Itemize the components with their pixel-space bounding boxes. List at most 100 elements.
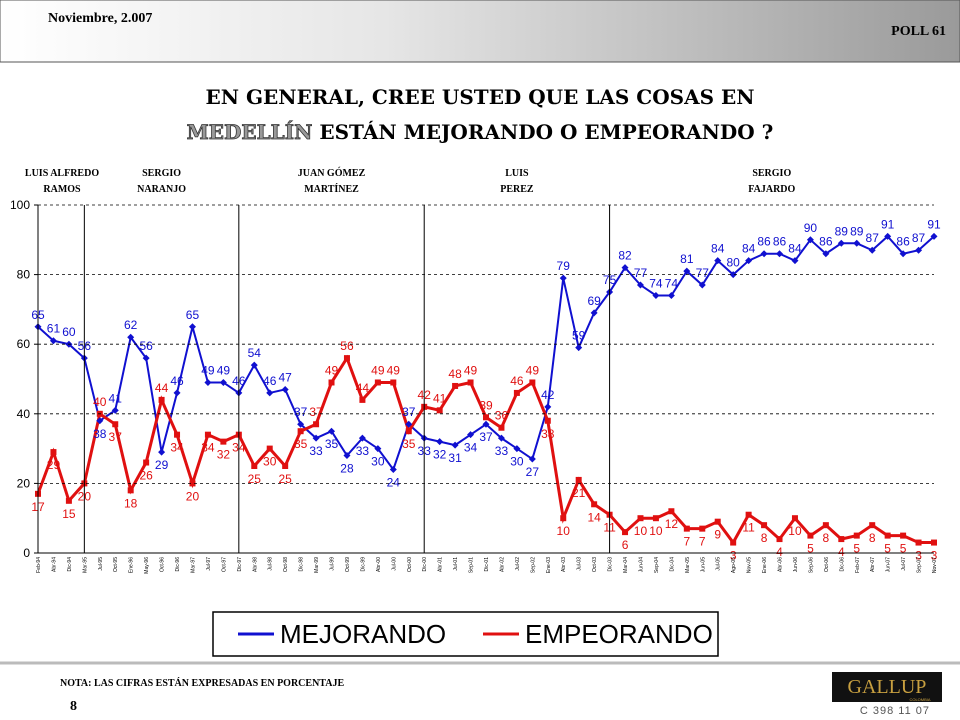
marker — [869, 522, 876, 529]
marker — [683, 525, 690, 532]
value-label: 3 — [931, 549, 938, 563]
marker — [374, 445, 382, 453]
marker — [745, 511, 752, 518]
marker — [899, 250, 907, 258]
marker — [621, 264, 629, 272]
marker — [931, 539, 937, 546]
legend-label: MEJORANDO — [280, 619, 446, 649]
value-label: 5 — [853, 542, 860, 556]
y-tick-label: 80 — [17, 268, 31, 282]
marker — [498, 424, 505, 431]
x-tick-label: Jul-95 — [98, 557, 104, 571]
marker — [791, 257, 799, 265]
value-label: 14 — [587, 510, 601, 524]
value-label: 54 — [248, 346, 262, 360]
marker — [575, 476, 582, 483]
value-label: 38 — [541, 427, 555, 441]
x-tick-label: Jun-05 — [700, 557, 706, 573]
value-label: 74 — [649, 276, 663, 290]
x-tick-label: Dic-00 — [422, 557, 428, 572]
marker — [282, 463, 289, 469]
x-tick-label: Jul-05 — [716, 557, 722, 571]
marker — [49, 337, 57, 345]
x-tick-label: Oct-95 — [113, 557, 119, 572]
marker — [513, 389, 520, 396]
period-label: MARTÍNEZ — [304, 183, 359, 195]
x-tick-label: Abr-94 — [51, 557, 57, 572]
marker — [483, 414, 489, 421]
value-label: 4 — [838, 545, 845, 559]
x-tick-label: Dic-04 — [669, 557, 675, 572]
marker — [204, 431, 211, 438]
value-label: 89 — [835, 224, 849, 238]
marker — [776, 250, 784, 258]
value-label: 87 — [866, 231, 880, 245]
period-label: SERGIO — [752, 168, 791, 179]
marker — [636, 281, 644, 289]
x-tick-label: Mar-95 — [82, 557, 88, 573]
value-label: 7 — [699, 535, 706, 549]
marker — [544, 417, 551, 424]
marker — [174, 431, 181, 438]
x-tick-label: Abr-07 — [870, 557, 876, 572]
x-tick-label: Sep-06 — [808, 557, 814, 573]
marker — [528, 455, 536, 463]
marker — [313, 421, 320, 428]
x-tick-label: Oct-03 — [592, 557, 598, 572]
x-tick-label: Dic-06 — [839, 557, 845, 572]
title-highlight: MEDELLÍN — [187, 120, 313, 144]
value-label: 37 — [109, 430, 123, 444]
marker — [668, 508, 675, 515]
value-label: 6 — [622, 538, 629, 552]
x-tick-label: Dic-99 — [360, 557, 366, 572]
x-tick-label: Ene-06 — [762, 557, 768, 573]
value-label: 91 — [881, 217, 895, 231]
value-label: 37 — [294, 405, 308, 419]
value-label: 86 — [896, 235, 910, 249]
value-label: 29 — [47, 458, 61, 472]
marker — [622, 529, 629, 536]
x-tick-label: Oct-06 — [824, 557, 830, 572]
x-tick-label: Abr-02 — [499, 557, 505, 572]
marker — [667, 291, 675, 299]
marker — [405, 428, 412, 435]
logo: GALLUP — [848, 676, 927, 698]
marker — [482, 420, 490, 428]
value-label: 37 — [402, 405, 416, 419]
value-label: 7 — [683, 535, 690, 549]
page-number: 8 — [70, 699, 77, 714]
x-tick-label: Abr-98 — [252, 557, 258, 572]
period-label: PEREZ — [500, 184, 534, 195]
value-label: 46 — [510, 374, 524, 388]
marker — [127, 487, 134, 494]
x-tick-label: Ago-05 — [731, 557, 737, 573]
x-tick-label: Jun-07 — [886, 557, 892, 573]
period-label: SERGIO — [142, 168, 181, 179]
marker — [729, 271, 737, 279]
x-tick-label: Nov-07 — [932, 557, 938, 573]
x-tick-label: Feb-94 — [36, 557, 42, 573]
header-border — [0, 0, 960, 63]
x-tick-label: Dic-96 — [175, 557, 181, 572]
value-label: 46 — [170, 374, 184, 388]
marker — [868, 246, 876, 254]
value-label: 34 — [201, 441, 215, 455]
marker — [683, 267, 691, 275]
value-label: 49 — [526, 363, 540, 377]
x-tick-label: Jul-99 — [330, 557, 336, 571]
marker — [266, 389, 274, 397]
value-label: 34 — [464, 441, 478, 455]
value-label: 84 — [711, 242, 725, 256]
value-label: 35 — [325, 437, 339, 451]
value-label: 27 — [526, 465, 540, 479]
value-label: 48 — [448, 367, 462, 381]
value-label: 8 — [869, 531, 876, 545]
x-tick-label: Ene-03 — [546, 557, 552, 573]
marker — [467, 431, 475, 439]
value-label: 49 — [201, 363, 215, 377]
value-label: 82 — [618, 249, 632, 263]
x-tick-label: Feb-07 — [855, 557, 861, 573]
value-label: 69 — [587, 294, 601, 308]
marker — [250, 361, 258, 369]
